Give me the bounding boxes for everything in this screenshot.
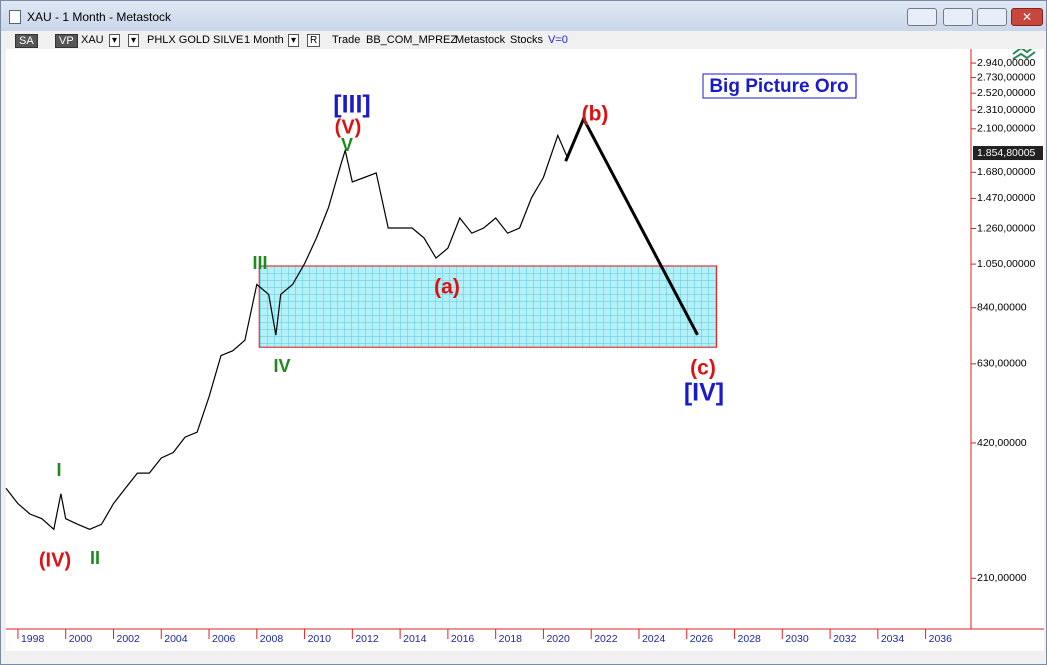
y-tick-label: 420,00000 — [977, 437, 1027, 449]
title-box — [702, 73, 857, 99]
wave-label: (a) — [434, 276, 460, 299]
x-tick-label: 2012 — [355, 633, 379, 645]
price-line — [5, 133, 568, 531]
dropdown[interactable]: ▾ — [128, 34, 140, 47]
y-tick-label: 1.050,00000 — [977, 258, 1036, 270]
period[interactable]: 1 Month — [244, 34, 284, 46]
y-tick-label: 1.260,00000 — [977, 222, 1036, 234]
last-price-label: 1.854,80005 — [977, 147, 1036, 159]
wave-label: II — [90, 548, 100, 568]
x-tick-label: 2008 — [260, 633, 284, 645]
wave-label: (IV) — [39, 549, 71, 571]
wave-label: IV — [273, 356, 290, 376]
options-button[interactable] — [907, 8, 937, 26]
dropdown[interactable]: ▾ — [288, 34, 300, 47]
vp-button[interactable]: VP — [55, 34, 78, 48]
y-tick-label: 2.100,00000 — [977, 123, 1036, 135]
wave-label: V — [341, 135, 353, 155]
minimize-button[interactable] — [943, 8, 973, 26]
plot-background — [6, 49, 1044, 651]
chart-title: Big Picture Oro — [709, 76, 848, 97]
target-zone-grid — [258, 265, 718, 348]
maximize-button[interactable] — [977, 8, 1007, 26]
x-tick-label: 2006 — [212, 633, 236, 645]
y-tick-label: 2.730,00000 — [977, 71, 1036, 83]
x-tick-label: 1998 — [21, 633, 45, 645]
x-tick-label: 2030 — [785, 633, 809, 645]
x-tick-label: 2032 — [833, 633, 857, 645]
dropdown[interactable]: ▾ — [109, 34, 121, 47]
x-tick-label: 2000 — [69, 633, 93, 645]
volume: V=0 — [548, 34, 568, 46]
app-icon — [9, 10, 21, 24]
r-button[interactable]: R — [307, 34, 321, 47]
market: Stocks — [510, 34, 544, 46]
wave-label: I — [56, 460, 61, 480]
x-tick-label: 2016 — [451, 633, 475, 645]
x-tick-label: 2034 — [881, 633, 905, 645]
y-tick-label: 840,00000 — [977, 301, 1027, 313]
x-tick-label: 2026 — [690, 633, 714, 645]
y-tick-label: 2.310,00000 — [977, 104, 1036, 116]
y-tick-label: 2.940,00000 — [977, 57, 1036, 69]
wave-label: (b) — [582, 103, 609, 126]
x-tick-label: 2018 — [499, 633, 523, 645]
close-button[interactable]: ✕ — [1011, 8, 1043, 26]
y-tick-label: 1.680,00000 — [977, 166, 1036, 178]
x-tick-label: 2024 — [642, 633, 666, 645]
symbol[interactable]: XAU — [81, 34, 104, 46]
price-line — [564, 115, 699, 336]
x-tick-label: 2002 — [116, 633, 140, 645]
x-tick-label: 2022 — [594, 633, 618, 645]
y-tick-label: 210,00000 — [977, 572, 1027, 584]
wave-label: (c) — [690, 357, 716, 380]
y-tick-label: 630,00000 — [977, 358, 1027, 370]
wave-label: [IV] — [684, 379, 724, 407]
x-tick-label: 2014 — [403, 633, 427, 645]
security-name: PHLX GOLD SILVE — [147, 34, 244, 46]
x-tick-label: 2020 — [546, 633, 570, 645]
y-tick-label: 1.470,00000 — [977, 192, 1036, 204]
window-title: XAU - 1 Month - Metastock — [27, 10, 172, 24]
source: Metastock — [455, 34, 506, 46]
x-tick-label: 2028 — [738, 633, 762, 645]
x-tick-label: 2010 — [308, 633, 332, 645]
chart: 210,00000 420,00000 630,00000 840,00000 1.05… — [5, 49, 1044, 651]
wave-label: (V) — [335, 116, 362, 138]
sa-button[interactable]: SA — [15, 34, 38, 48]
last-price-box — [973, 146, 1043, 161]
template[interactable]: BB_COM_MPREZ — [366, 34, 458, 46]
x-tick-label: 2004 — [164, 633, 188, 645]
y-tick-label: 2.520,00000 — [977, 87, 1036, 99]
wave-label: III — [252, 253, 267, 273]
mode[interactable]: Trade — [332, 34, 361, 46]
chart-icon — [1012, 49, 1036, 60]
x-tick-label: 2036 — [929, 633, 953, 645]
wave-label: [III] — [333, 91, 371, 119]
